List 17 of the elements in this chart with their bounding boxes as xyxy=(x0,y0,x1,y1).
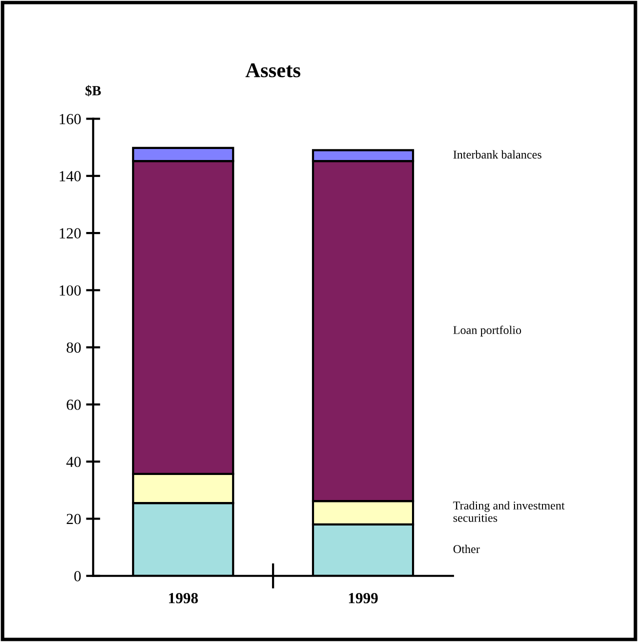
text: Interbank balances xyxy=(453,150,542,159)
y-axis-title: $B xyxy=(86,85,101,96)
x-tick-label: 1998 xyxy=(169,592,198,604)
y-tick-label: 60 xyxy=(66,400,81,410)
text: Trading and investment securities xyxy=(453,501,565,522)
y-tick-label: 120 xyxy=(60,228,81,238)
chart-title: Assets xyxy=(245,63,300,78)
text: Other xyxy=(453,544,480,554)
y-tick-label: 20 xyxy=(66,514,81,524)
text: Loan portfolio xyxy=(453,326,522,336)
y-tick-label: 160 xyxy=(60,114,81,124)
y-tick-label: 80 xyxy=(66,342,81,353)
y-tick-label: 40 xyxy=(66,456,81,468)
y-tick-label: 0 xyxy=(74,571,81,582)
x-tick-label: 1999 xyxy=(348,593,378,604)
y-tick-label: 140 xyxy=(60,171,81,182)
y-tick-label: 100 xyxy=(60,285,81,296)
